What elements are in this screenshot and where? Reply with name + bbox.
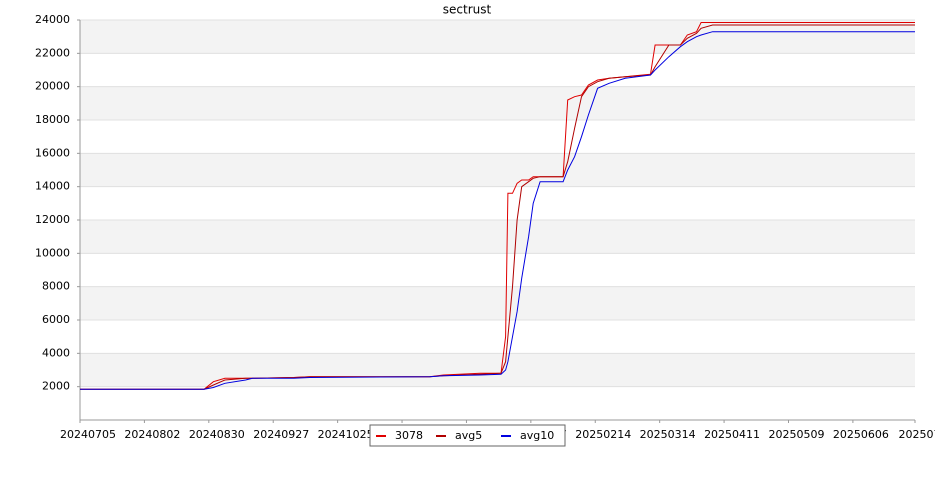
y-tick-label: 10000 [35, 246, 70, 259]
grid-band [80, 353, 915, 387]
x-tick-label: 20250411 [704, 428, 760, 441]
y-tick-label: 18000 [35, 113, 70, 126]
y-tick-label: 22000 [35, 46, 70, 59]
series-line [80, 24, 915, 390]
series-line [80, 22, 915, 390]
series-line [80, 31, 915, 390]
y-tick-label: 20000 [35, 80, 70, 93]
legend-label: avg5 [455, 429, 482, 442]
grid-band [80, 286, 915, 320]
x-tick-label: 20240830 [189, 428, 245, 441]
y-tick-label: 16000 [35, 146, 70, 159]
grid-band [80, 153, 915, 187]
y-tick-label: 12000 [35, 213, 70, 226]
grid-band [80, 86, 915, 120]
y-tick-label: 2000 [42, 380, 70, 393]
x-tick-label: 20250214 [575, 428, 631, 441]
legend-box [369, 424, 566, 447]
legend-label: avg10 [520, 429, 554, 442]
y-tick-label: 24000 [35, 13, 70, 26]
y-tick-label: 6000 [42, 313, 70, 326]
x-tick-label: 20240927 [253, 428, 309, 441]
x-tick-label: 20250314 [640, 428, 696, 441]
grid-band [80, 20, 915, 54]
grid-band [80, 220, 915, 254]
y-tick-label: 14000 [35, 180, 70, 193]
x-tick-label: 2025070 [899, 428, 935, 441]
x-tick-label: 20240705 [60, 428, 116, 441]
y-tick-label: 4000 [42, 346, 70, 359]
legend-label: 3078 [395, 429, 423, 442]
x-tick-label: 20240802 [124, 428, 180, 441]
x-tick-label: 20241025 [318, 428, 374, 441]
chart-title: sectrust [443, 3, 492, 17]
x-tick-label: 20250509 [768, 428, 824, 441]
y-tick-label: 8000 [42, 280, 70, 293]
x-tick-label: 20250606 [833, 428, 889, 441]
